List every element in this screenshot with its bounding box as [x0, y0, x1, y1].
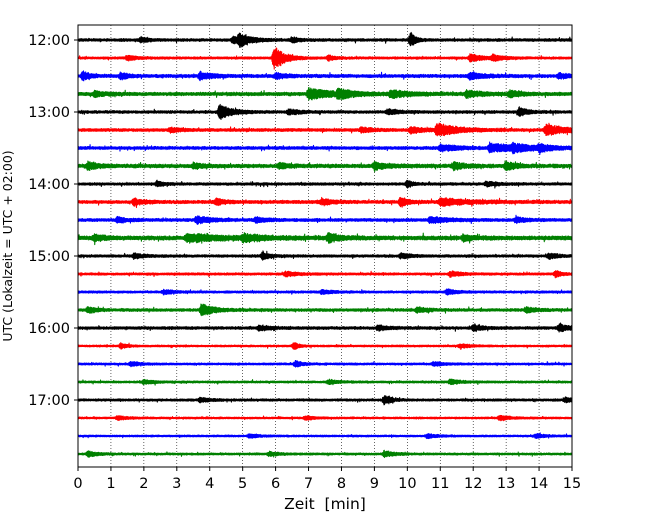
x-tick-label: 7 [304, 476, 313, 492]
x-tick-label: 15 [563, 476, 581, 492]
x-tick-label: 13 [497, 476, 515, 492]
seismogram-trace [77, 303, 573, 317]
x-tick-label: 6 [271, 476, 280, 492]
seismogram-trace [77, 322, 573, 333]
seismogram-trace [77, 449, 573, 459]
y-tick-label: 17:00 [28, 393, 70, 409]
seismogram-trace [77, 288, 573, 296]
seismogram-trace [77, 122, 573, 137]
seismogram-trace [77, 160, 573, 173]
seismogram-trace [77, 432, 573, 440]
seismogram-trace [77, 87, 573, 101]
seismogram-trace [77, 70, 573, 82]
x-tick-label: 14 [530, 476, 548, 492]
x-tick-label: 4 [205, 476, 214, 492]
x-tick-label: 0 [73, 476, 82, 492]
seismogram-trace [77, 250, 573, 261]
seismogram-trace [77, 179, 573, 189]
x-tick-label: 2 [139, 476, 148, 492]
seismogram-traces [77, 31, 573, 459]
y-tick-label: 14:00 [28, 177, 70, 193]
x-tick-label: 5 [238, 476, 247, 492]
seismogram-trace [77, 47, 573, 70]
x-tick-label: 12 [464, 476, 482, 492]
y-axis-title: UTC (Lokalzeit = UTC + 02:00) [0, 150, 15, 341]
y-tick-label: 16:00 [28, 321, 70, 337]
y-tick-label: 13:00 [28, 105, 70, 121]
x-tick-label: 8 [337, 476, 346, 492]
seismogram-trace [77, 270, 573, 279]
seismogram-trace [77, 342, 573, 351]
seismogram-trace [77, 31, 573, 48]
x-tick-label: 10 [398, 476, 416, 492]
x-tick-label: 9 [370, 476, 379, 492]
x-axis-title: Zeit [min] [284, 495, 366, 513]
seismogram-trace [77, 359, 573, 368]
axis-ticks: 0 1 2 3 4 5 6 7 8 9 10 11 12 13 14 1512:0013:0014:0015:… [28, 33, 581, 492]
seismogram-trace [77, 103, 573, 121]
y-tick-label: 12:00 [28, 33, 70, 49]
seismogram-trace [77, 141, 573, 155]
x-tick-label: 11 [431, 476, 449, 492]
seismogram-trace [77, 378, 573, 386]
seismogram-trace [77, 395, 573, 406]
plot-frame [77, 24, 573, 468]
seismogram-trace [77, 232, 573, 246]
seismogram-trace [77, 214, 573, 225]
x-tick-label: 1 [106, 476, 115, 492]
seismogram-trace [77, 414, 573, 422]
x-tick-label: 3 [172, 476, 181, 492]
y-tick-label: 15:00 [28, 249, 70, 265]
seismogram-trace [77, 196, 573, 209]
